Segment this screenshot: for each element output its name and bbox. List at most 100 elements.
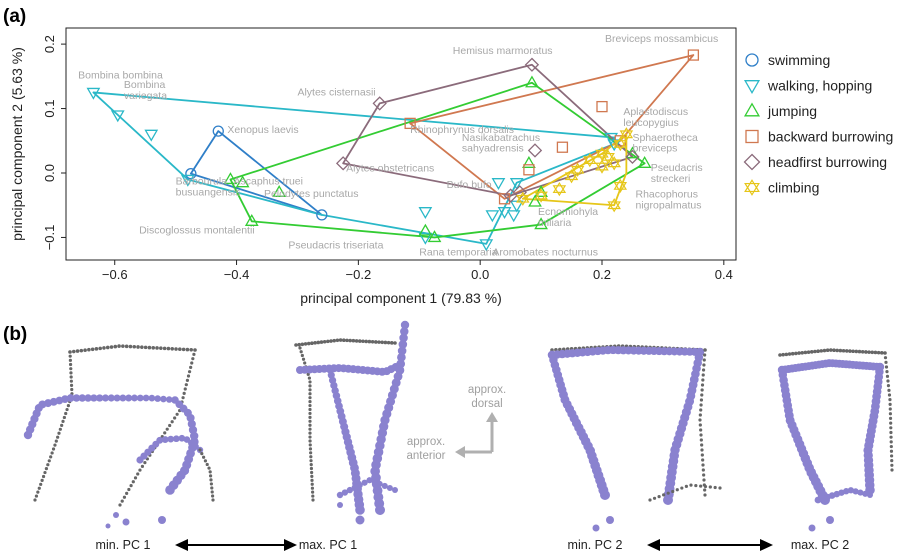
x-axis-title: principal component 1 (79.83 %) (300, 290, 502, 306)
species-label: Alytes cisternasii (297, 87, 375, 99)
bead (702, 473, 706, 477)
bead (309, 462, 313, 467)
bead (299, 350, 303, 354)
bead (39, 482, 43, 486)
point-swimming (185, 167, 197, 180)
bead (371, 478, 378, 485)
bead (698, 418, 702, 422)
point-climbing (583, 152, 597, 168)
bead (700, 393, 704, 397)
bead (397, 353, 406, 362)
bead (68, 354, 72, 358)
bead (72, 394, 81, 402)
x-tick-label: −0.2 (346, 267, 372, 282)
bead (337, 502, 343, 508)
bead (399, 333, 408, 343)
bead (348, 338, 352, 343)
bead (140, 464, 145, 468)
point-jumping (272, 185, 287, 197)
shape-reconstructions (23, 320, 894, 532)
species-label: Discoglossus montalentii (139, 225, 255, 237)
bead (351, 338, 356, 343)
bead (657, 494, 661, 499)
bead (852, 488, 859, 495)
bead (310, 478, 314, 482)
bead (808, 524, 816, 532)
bead (143, 345, 148, 350)
bead (147, 345, 152, 350)
point-walking-hopping (604, 132, 619, 145)
min-pc2-label: min. PC 2 (568, 538, 623, 552)
legend-marker-swimming (745, 53, 759, 67)
bead (66, 403, 70, 408)
bead (354, 339, 359, 343)
point-headfirst-burrowing (625, 149, 640, 165)
bead (198, 448, 202, 452)
bead (133, 476, 138, 480)
bead (172, 435, 180, 443)
bead (703, 488, 707, 492)
species-label: variegata (124, 90, 167, 102)
data-points (86, 49, 700, 252)
species-label: Pseudacris triseriata (288, 239, 383, 251)
bead (183, 436, 191, 443)
bead (703, 348, 707, 352)
bead (888, 412, 892, 416)
point-walking-hopping (418, 232, 433, 245)
bead (64, 411, 68, 416)
bead (383, 340, 388, 345)
bead (40, 478, 44, 482)
bead (309, 459, 313, 463)
y-tick-label: 0.2 (42, 35, 57, 53)
bead (361, 479, 368, 486)
point-climbing (534, 188, 548, 203)
bead (122, 518, 130, 526)
bead (825, 348, 830, 353)
bead (175, 412, 179, 416)
bead (53, 443, 57, 447)
bead (51, 447, 56, 451)
bead (122, 495, 127, 499)
species-label: nigropalmatus (636, 199, 702, 211)
bead (326, 339, 330, 344)
panel-a-label: (a) (3, 6, 26, 27)
bead (156, 436, 164, 444)
bead (168, 423, 172, 428)
bead (306, 372, 310, 376)
bead (83, 348, 87, 352)
bead (308, 400, 312, 404)
legend: swimming walking, hopping jumping backward … (743, 52, 893, 196)
bead (113, 512, 119, 518)
bead (36, 490, 40, 494)
bead (784, 352, 789, 357)
bead (700, 443, 704, 447)
point-headfirst-burrowing (372, 96, 387, 111)
legend-label-jumping: jumping (767, 103, 817, 119)
bead (58, 427, 62, 431)
bead (400, 327, 409, 336)
point-climbing (552, 181, 567, 197)
y-axis-title: principal component 2 (5.63 %) (9, 47, 25, 241)
bead (189, 365, 193, 369)
bead (308, 439, 312, 443)
bead (310, 470, 314, 475)
bead (393, 341, 397, 345)
bead (889, 421, 893, 425)
species-label: Alytes obstetricans (346, 163, 434, 175)
bead (702, 478, 706, 482)
bead (165, 485, 175, 495)
bead (57, 431, 61, 435)
bead (680, 486, 684, 490)
bead (131, 394, 138, 402)
bead-curve (118, 348, 197, 507)
bead (338, 338, 343, 342)
bead (308, 388, 312, 392)
bead-curve (863, 362, 885, 495)
species-label: sahyadrensis (462, 143, 524, 155)
x-tick-label: 0.0 (471, 267, 489, 282)
bead (829, 348, 833, 352)
bead (313, 341, 317, 345)
x-tick-label: −0.6 (102, 267, 128, 282)
bead (316, 340, 321, 345)
bead (703, 493, 707, 497)
